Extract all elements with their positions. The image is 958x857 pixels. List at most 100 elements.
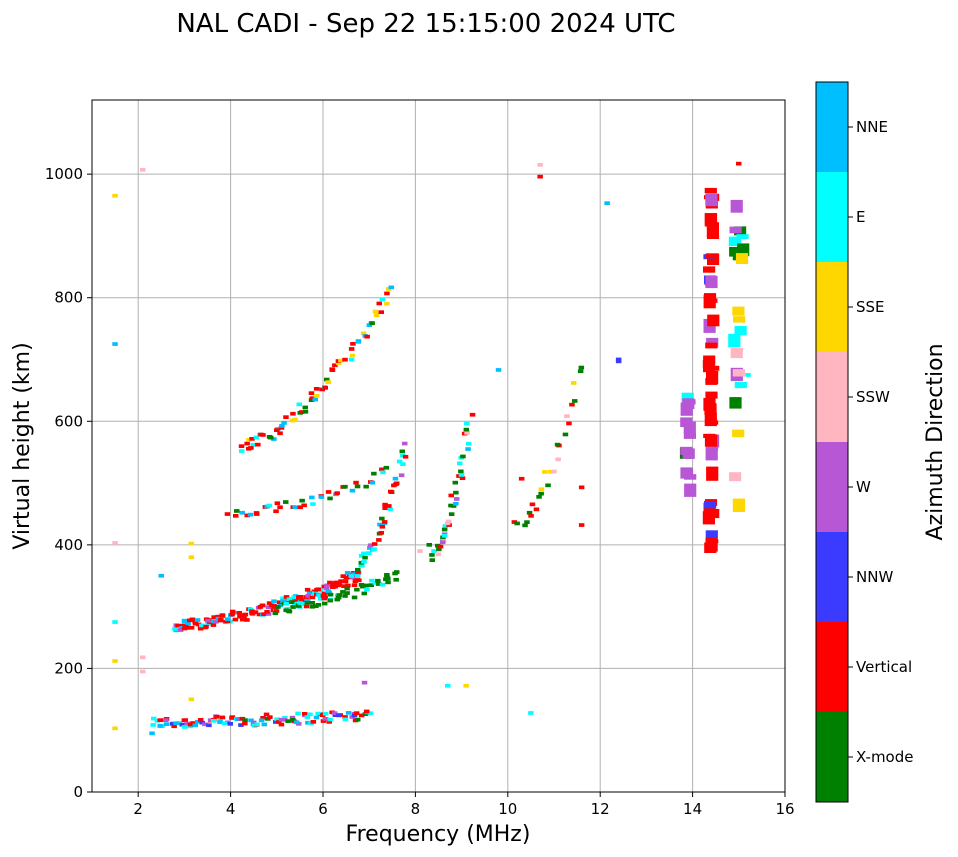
echo-point (578, 485, 585, 490)
echo-point (353, 711, 360, 715)
echo-point (256, 612, 263, 617)
echo-point (224, 617, 231, 621)
echo-point (355, 574, 361, 578)
echo-point (537, 174, 543, 179)
echo-point (342, 484, 348, 489)
echo-point (363, 484, 369, 489)
echo-point (363, 709, 370, 714)
echo-point (448, 512, 455, 516)
echo-point (392, 476, 399, 481)
echo-point (112, 620, 118, 624)
echo-point (254, 722, 260, 727)
echo-point (402, 454, 409, 459)
echo-point (453, 501, 459, 506)
echo-point (327, 717, 333, 722)
echo-point (705, 378, 718, 385)
echo-point (283, 601, 289, 606)
echo-point (555, 457, 561, 462)
echo-point (342, 594, 348, 598)
grid-lines (92, 100, 786, 793)
echo-point (192, 621, 199, 626)
echo-point (379, 467, 385, 472)
echo-point (248, 446, 254, 450)
echo-point (249, 437, 255, 441)
echo-point (314, 393, 320, 398)
echo-point (381, 520, 388, 524)
echo-point (371, 547, 377, 551)
echo-point (680, 446, 693, 455)
echo-point (366, 323, 373, 327)
echo-point (151, 716, 157, 721)
echo-point (157, 718, 163, 722)
echo-point (325, 490, 332, 494)
echo-point (354, 484, 361, 489)
echo-point (554, 442, 561, 447)
echo-point (435, 543, 441, 548)
echo-point (305, 720, 311, 725)
echo-point (348, 357, 355, 362)
echo-point (236, 611, 242, 615)
echo-point (331, 711, 338, 715)
echo-point (342, 717, 349, 722)
echo-point (615, 357, 622, 362)
echo-point (363, 583, 369, 588)
colorbar-label: SSW (856, 388, 890, 406)
echo-point (197, 625, 204, 630)
echo-point (258, 718, 265, 723)
echo-point (261, 722, 267, 727)
echo-point (297, 601, 303, 605)
echo-point (728, 333, 741, 348)
echo-point (304, 587, 311, 592)
echo-point (340, 590, 346, 594)
echo-point (280, 599, 286, 603)
echo-point (195, 719, 201, 724)
echo-point (450, 504, 457, 508)
echo-point (730, 347, 743, 359)
echo-point (288, 600, 295, 604)
colorbar-label: SSE (856, 298, 885, 316)
echo-point (309, 601, 315, 605)
echo-point (533, 507, 540, 512)
echo-point (376, 538, 382, 542)
echo-point (379, 516, 385, 521)
echo-point (296, 604, 302, 608)
echo-point (376, 301, 382, 306)
echo-point (229, 612, 235, 617)
echo-point (233, 514, 239, 518)
echo-point (335, 713, 342, 718)
echo-point (327, 592, 334, 597)
echo-point (239, 449, 245, 453)
echo-point (729, 246, 742, 257)
echo-point (321, 596, 328, 601)
echo-point (373, 313, 380, 317)
echo-point (211, 615, 217, 619)
echo-point (448, 493, 454, 498)
echo-point (394, 570, 400, 574)
echo-point (188, 625, 195, 630)
echo-point (229, 715, 236, 719)
echo-point (562, 432, 569, 437)
colorbar-swatch (816, 172, 848, 262)
echo-point (203, 624, 209, 629)
echo-point (706, 466, 719, 481)
echo-point (179, 722, 185, 727)
echo-point (393, 577, 399, 582)
colorbar-swatch (816, 352, 848, 442)
echo-point (296, 595, 302, 600)
echo-point (733, 316, 746, 323)
echo-point (213, 619, 219, 624)
echo-point (511, 520, 518, 524)
echo-point (344, 591, 350, 595)
echo-point (383, 465, 390, 470)
echo-point (278, 722, 285, 727)
x-tick-label: 10 (498, 800, 517, 818)
echo-point (577, 369, 584, 374)
echo-point (737, 243, 750, 257)
echo-point (210, 623, 217, 627)
echo-point (551, 469, 557, 474)
echo-point (299, 410, 305, 414)
echo-point (380, 470, 386, 475)
echo-point (359, 563, 365, 568)
echo-point (379, 524, 386, 529)
echo-point (246, 438, 252, 442)
